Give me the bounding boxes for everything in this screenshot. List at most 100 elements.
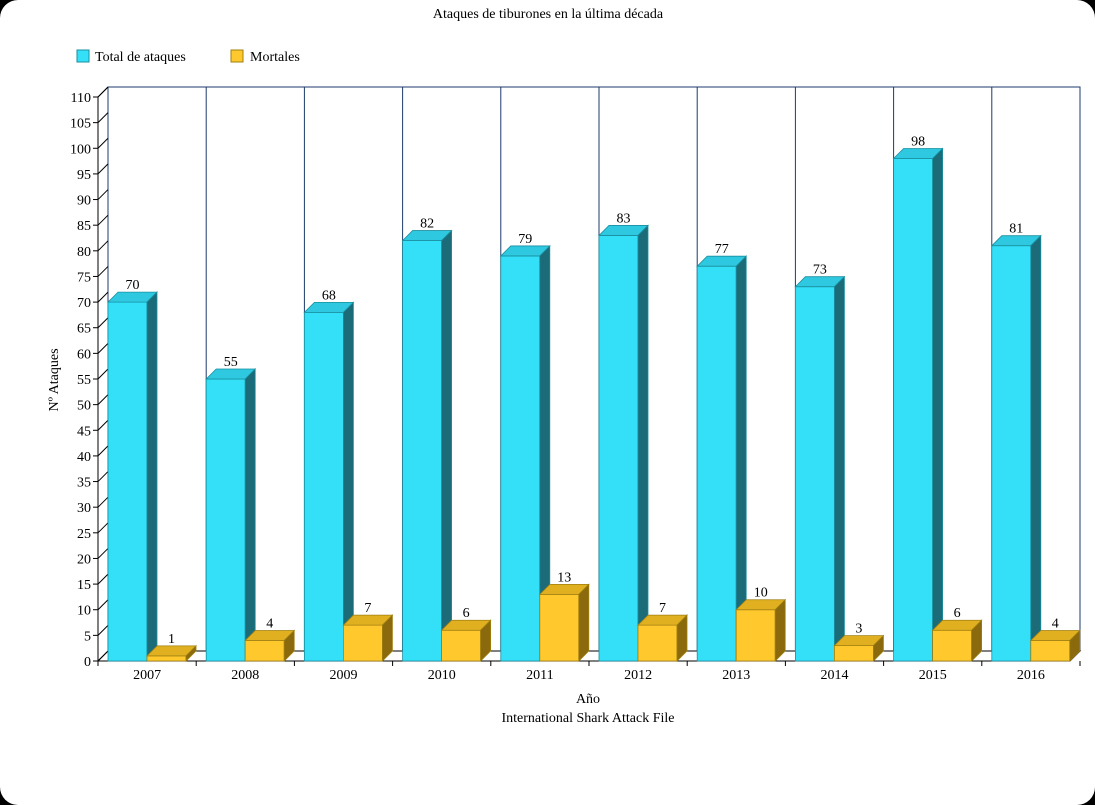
legend-swatch-total: [76, 49, 90, 63]
y-tick-label: 60: [77, 347, 91, 362]
data-label: 6: [463, 606, 470, 621]
bar-total-side: [441, 229, 453, 662]
y-tick-depth: [97, 599, 109, 611]
bar-total: [402, 240, 443, 662]
bar-mortales: [342, 624, 383, 662]
bar-total: [991, 245, 1032, 662]
y-tick-label: 80: [77, 245, 91, 260]
bar-total-side: [1030, 234, 1042, 662]
y-tick-label: 65: [77, 322, 91, 337]
bar-total: [107, 301, 148, 662]
y-tick-depth: [97, 291, 109, 303]
bar-total-side: [244, 368, 256, 662]
x-tick-label: 2012: [624, 668, 652, 683]
bar-total-side: [932, 147, 943, 662]
y-tick-depth: [97, 137, 109, 149]
y-tick-depth: [97, 522, 109, 534]
y-tick-depth: [97, 548, 109, 559]
bar-mortales: [244, 640, 285, 662]
data-label: 7: [659, 601, 666, 616]
y-tick-depth: [97, 163, 109, 175]
x-tick-label: 2015: [919, 668, 947, 683]
bar-mortales-side: [774, 598, 786, 662]
x-tick-label: 2007: [133, 668, 161, 683]
y-tick-label: 5: [84, 629, 91, 644]
data-label: 82: [420, 217, 434, 232]
bar-total-side: [146, 291, 158, 662]
y-tick-depth: [97, 471, 109, 482]
data-label: 7: [364, 601, 371, 616]
y-tick-depth: [97, 419, 109, 431]
bar-mortales-side: [873, 634, 884, 662]
x-tick-label: 2014: [821, 668, 849, 683]
y-tick-label: 25: [77, 527, 91, 542]
bar-total: [303, 311, 344, 662]
data-label: 81: [1009, 222, 1023, 237]
y-tick-depth: [97, 86, 109, 98]
y-tick-label: 10: [77, 604, 91, 619]
y-tick-depth: [97, 625, 109, 636]
data-label: 10: [754, 586, 768, 601]
data-label: 4: [1052, 616, 1059, 631]
y-tick-depth: [97, 317, 109, 329]
data-label: 77: [715, 242, 729, 257]
plot-area: 0 5 10 15 20 25 30 35 40 45 50 55 60 65 70 75 80 85 90 95 10…: [70, 86, 1082, 683]
y-tick-depth: [97, 240, 109, 252]
bar-mortales: [932, 629, 972, 662]
data-label: 70: [126, 278, 140, 293]
bar-total: [795, 286, 835, 662]
y-tick-depth: [97, 368, 109, 380]
x-tick-label: 2013: [722, 668, 750, 683]
bar-mortales: [539, 593, 580, 662]
y-tick-depth: [97, 394, 109, 405]
legend: Total de ataques Mortales: [76, 49, 300, 65]
bar-total-side: [834, 275, 845, 662]
data-label: 73: [813, 263, 827, 278]
x-tick-label: 2008: [231, 668, 259, 683]
y-tick-label: 105: [70, 117, 91, 132]
y-tick-label: 90: [77, 194, 91, 209]
y-tick-depth: [97, 112, 109, 123]
bar-mortales-side: [971, 619, 982, 662]
data-label: 83: [617, 211, 631, 226]
y-tick-label: 55: [77, 373, 91, 388]
y-tick-label: 70: [77, 296, 91, 311]
x-tick-label: 2016: [1017, 668, 1045, 683]
bar-mortales-side: [381, 614, 393, 662]
y-tick-label: 35: [77, 476, 91, 491]
y-tick-label: 75: [77, 270, 91, 285]
bar-total: [500, 255, 541, 662]
y-tick-label: 0: [84, 655, 91, 670]
y-tick-depth: [97, 650, 109, 662]
bar-mortales-side: [283, 629, 295, 662]
legend-label-total: Total de ataques: [95, 50, 186, 65]
x-tick-label: 2010: [428, 668, 456, 683]
bar-mortales-side: [578, 583, 590, 662]
bar-mortales: [146, 655, 187, 662]
bar-total-side: [735, 255, 747, 662]
data-label: 55: [224, 355, 238, 370]
bar-total: [696, 265, 737, 662]
y-tick-label: 45: [77, 424, 91, 439]
bar-mortales-side: [185, 644, 197, 662]
bar-mortales-side: [1069, 629, 1081, 662]
chart-title: Ataques de tiburones en la última década: [433, 7, 664, 22]
data-label: 4: [266, 616, 273, 631]
bar-mortales: [637, 624, 678, 662]
y-tick-label: 40: [77, 450, 91, 465]
y-tick-depth: [97, 214, 109, 226]
bar-mortales-side: [480, 619, 492, 662]
bar-mortales: [735, 609, 776, 662]
bar-mortales: [441, 629, 482, 662]
bar-mortales: [834, 645, 874, 662]
bar-mortales: [1030, 640, 1071, 662]
y-tick-label: 15: [77, 578, 91, 593]
data-label: 98: [911, 135, 925, 150]
y-tick-depth: [97, 496, 109, 508]
x-tick-label: 2011: [526, 668, 553, 683]
data-label: 1: [168, 632, 175, 647]
legend-label-mortales: Mortales: [250, 50, 300, 65]
legend-swatch-mortales: [230, 49, 244, 63]
